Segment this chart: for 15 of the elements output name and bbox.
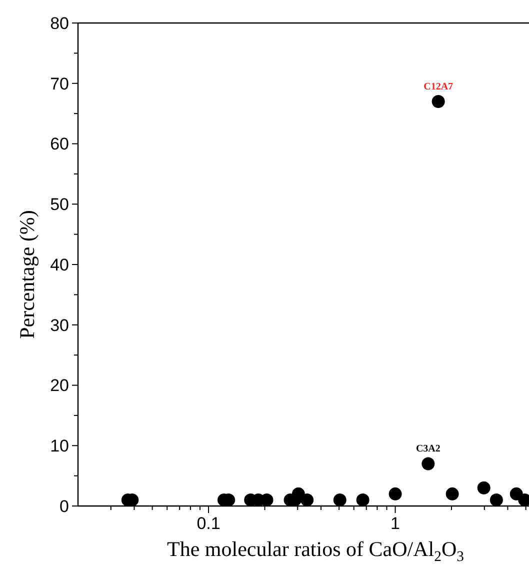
y-tick-label: 80 <box>50 14 69 33</box>
x-tick-label: 1 <box>390 514 400 533</box>
x-tick-label: 0.1 <box>196 514 220 533</box>
y-tick-label: 30 <box>50 316 69 335</box>
y-axis-title: Percentage (%) <box>15 210 39 339</box>
y-tick-label: 60 <box>50 134 69 154</box>
annotation: C12A7 <box>424 81 454 92</box>
y-tick-label: 20 <box>50 376 69 396</box>
y-tick-label: 10 <box>50 436 69 456</box>
x-axis-title: The molecular ratios of CaO/Al$_{2}$O$_{3}$ <box>167 537 464 564</box>
y-tick-label: 50 <box>50 195 69 214</box>
y-tick-label: 0 <box>60 496 69 516</box>
y-tick-label: 70 <box>50 74 69 94</box>
y-tick-label: 40 <box>50 255 69 274</box>
annotation: C3A2 <box>416 444 440 455</box>
